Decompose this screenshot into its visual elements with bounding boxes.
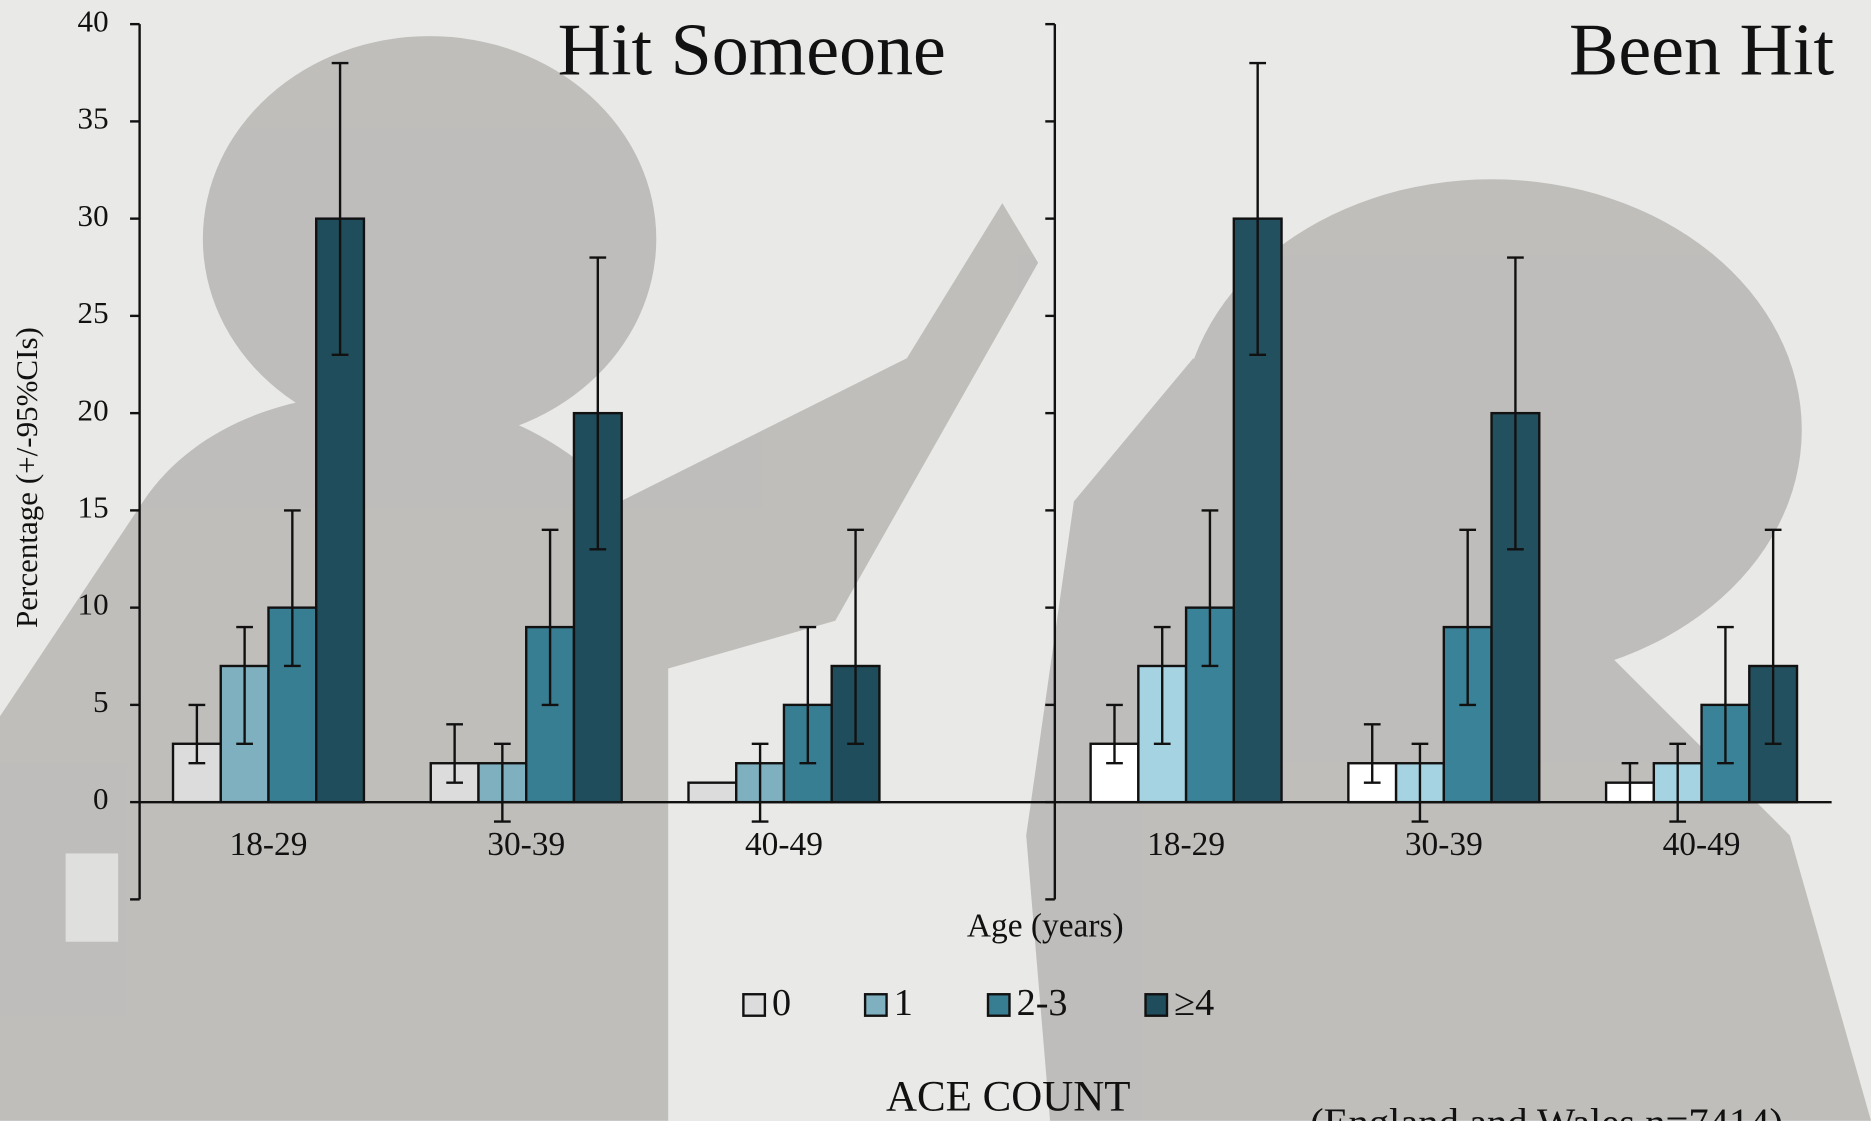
panel-title: Been Hit [1569,10,1834,92]
y-tick-label: 20 [78,392,109,427]
y-tick-label: 5 [93,684,109,719]
x-tick-label: 18-29 [230,826,308,863]
bar [688,783,736,802]
x-tick-label: 40-49 [1663,826,1741,863]
x-tick-label: 18-29 [1147,826,1225,863]
y-tick-label: 30 [78,198,109,233]
legend-swatch [988,994,1009,1015]
slide: Percentage (+/-95%CIs) Age (years) ACE C… [0,0,1871,1121]
panel-title: Hit Someone [558,10,946,92]
y-tick-label: 10 [78,587,109,622]
legend-label: 2-3 [1017,982,1068,1024]
y-tick-label: 15 [78,490,109,525]
x-tick-label: 40-49 [745,826,823,863]
legend-label: ≥4 [1174,982,1214,1024]
y-tick-label: 0 [93,781,109,816]
source-note: (England and Wales n=7414) [1310,1100,1783,1121]
legend-swatch [743,994,764,1015]
y-tick-label: 25 [78,295,109,330]
legend-swatch [865,994,886,1015]
x-tick-label: 30-39 [487,826,565,863]
legend-label: 1 [894,982,913,1024]
x-axis-label: Age (years) [967,907,1124,944]
y-axis-label: Percentage (+/-95%CIs) [9,327,44,628]
legend-swatch [1146,994,1167,1015]
legend-title: ACE COUNT [886,1073,1131,1120]
y-tick-label: 40 [78,3,109,38]
y-tick-label: 35 [78,101,109,136]
x-tick-label: 30-39 [1405,826,1483,863]
legend-label: 0 [772,982,791,1024]
